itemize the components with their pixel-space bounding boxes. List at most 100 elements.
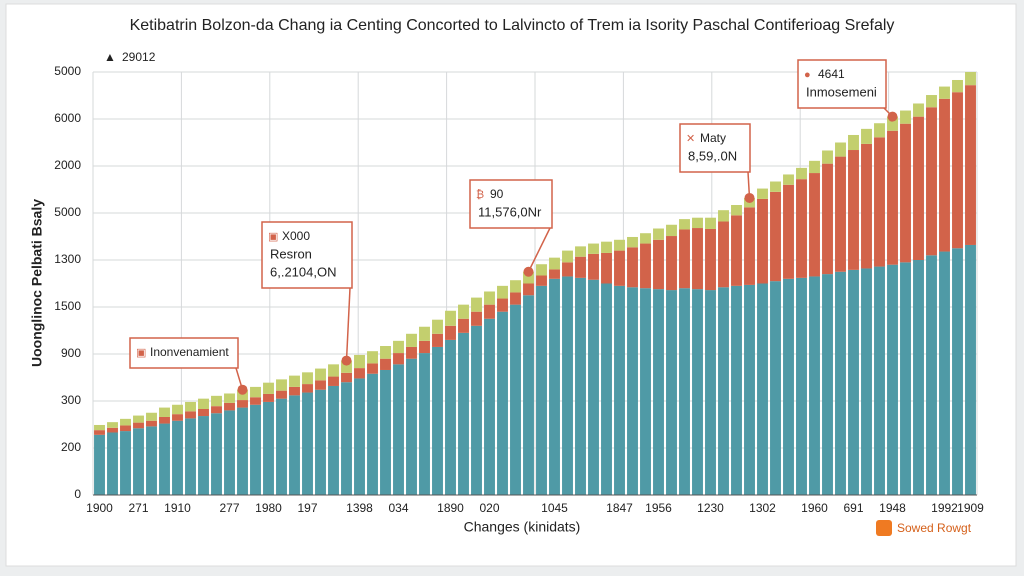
bar-segment — [913, 103, 924, 117]
bar-segment — [848, 150, 859, 270]
bar-segment — [159, 416, 170, 424]
callout-icon: ● — [804, 69, 811, 81]
bar-segment — [536, 285, 547, 495]
bar-segment — [874, 266, 885, 495]
bar-segment — [640, 233, 651, 244]
bar-segment — [237, 400, 248, 408]
bar-segment — [965, 244, 976, 495]
bar-segment — [432, 346, 443, 495]
bar-segment — [627, 247, 638, 288]
bar-segment — [302, 392, 313, 495]
bar-segment — [484, 291, 495, 305]
bar-segment — [575, 246, 586, 257]
bar-segment — [900, 262, 911, 495]
x-tick-label: 1948 — [879, 501, 906, 515]
bar-segment — [861, 268, 872, 495]
bar-segment — [380, 358, 391, 370]
x-tick-label: 020 — [479, 501, 499, 515]
bar-segment — [458, 318, 469, 333]
bar-segment — [640, 288, 651, 495]
bar-segment — [471, 325, 482, 495]
bar-segment — [289, 395, 300, 495]
bar-segment — [224, 410, 235, 495]
bar-segment — [783, 184, 794, 279]
bar-segment — [367, 351, 378, 364]
bar-segment — [614, 250, 625, 286]
bar-segment — [406, 333, 417, 347]
bar-segment — [198, 398, 209, 409]
bar-segment — [913, 116, 924, 261]
bar-segment — [185, 401, 196, 412]
bar-segment — [406, 358, 417, 495]
bar-segment — [679, 229, 690, 289]
bar-segment — [120, 418, 131, 426]
bar-segment — [848, 269, 859, 495]
callout-icon: ▣ — [268, 231, 278, 243]
bar-segment — [796, 179, 807, 278]
bar-segment — [575, 277, 586, 495]
bar-segment — [159, 423, 170, 495]
callout-text: Inonvenamient — [150, 345, 229, 359]
bar-segment — [94, 430, 105, 435]
bar-segment — [211, 406, 222, 414]
bar-segment — [354, 368, 365, 379]
bar-segment — [601, 283, 612, 495]
brand-logo — [876, 520, 892, 536]
bar-segment — [900, 123, 911, 263]
bar-segment — [913, 260, 924, 495]
bar-segment — [211, 413, 222, 495]
bar-segment — [289, 386, 300, 396]
bar-segment — [341, 360, 352, 373]
bar-segment — [653, 289, 664, 495]
bar-segment — [419, 340, 430, 354]
y-tick-label: 5000 — [54, 64, 81, 78]
bar-segment — [354, 354, 365, 369]
x-tick-label: 691 — [843, 501, 863, 515]
bar-segment — [211, 395, 222, 407]
bar-segment — [757, 188, 768, 199]
bar-segment — [783, 278, 794, 495]
bar-segment — [718, 221, 729, 288]
x-tick-label: 1398 — [346, 501, 373, 515]
bar-segment — [809, 276, 820, 495]
bar-segment — [666, 224, 677, 237]
bar-segment — [419, 353, 430, 495]
bar-segment — [926, 107, 937, 256]
bar-segment — [393, 353, 404, 365]
bar-segment — [497, 311, 508, 495]
bar-segment — [653, 239, 664, 290]
bar-segment — [822, 150, 833, 164]
x-tick-label: 1909 — [957, 501, 984, 515]
bar-segment — [809, 160, 820, 174]
x-tick-label: 1910 — [164, 501, 191, 515]
x-tick-label: 1960 — [801, 501, 828, 515]
callout-text: 6,.2104,ON — [270, 264, 337, 279]
bar-segment — [666, 236, 677, 291]
bar-segment — [133, 415, 144, 423]
bar-segment — [458, 304, 469, 319]
x-tick-label: 1302 — [749, 501, 776, 515]
bar-segment — [588, 243, 599, 254]
callout-icon: ▣ — [136, 347, 146, 359]
bar-segment — [107, 422, 118, 428]
bar-segment — [393, 364, 404, 495]
bar-segment — [692, 228, 703, 290]
bar-segment — [328, 376, 339, 386]
bar-segment — [796, 277, 807, 495]
y-tick-label: 6000 — [54, 111, 81, 125]
x-tick-label: 1230 — [697, 501, 724, 515]
bar-segment — [614, 285, 625, 495]
callout-dot — [237, 384, 248, 395]
bar-segment — [120, 431, 131, 495]
x-tick-label: 1992 — [931, 501, 958, 515]
subtitle-icon: ▲ — [104, 50, 116, 64]
bar-segment — [341, 372, 352, 383]
bar-segment — [562, 262, 573, 277]
y-tick-label: 5000 — [54, 205, 81, 219]
bar-segment — [952, 79, 963, 93]
bar-segment — [471, 311, 482, 326]
callout-dot — [744, 192, 755, 203]
bar-segment — [172, 414, 183, 421]
x-tick-label: 277 — [219, 501, 239, 515]
